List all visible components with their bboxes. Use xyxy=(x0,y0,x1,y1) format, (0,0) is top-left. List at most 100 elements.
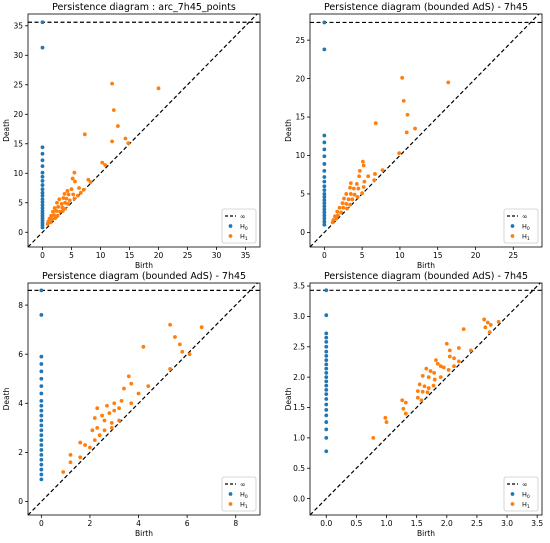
h1-point xyxy=(82,132,87,137)
x-tick-label: 0 xyxy=(40,251,45,260)
h0-point xyxy=(324,413,329,418)
h1-point xyxy=(72,170,77,175)
y-tick-label: 15 xyxy=(295,113,305,122)
h0-point xyxy=(39,452,44,457)
h1-point xyxy=(425,390,430,395)
h1-point xyxy=(384,420,389,424)
h1-point xyxy=(59,202,64,206)
diagonal-line xyxy=(28,283,259,515)
h1-point xyxy=(452,356,456,361)
h0-point xyxy=(322,168,327,173)
h1-point xyxy=(366,174,371,179)
h1-point xyxy=(336,213,340,218)
h1-point xyxy=(417,382,422,387)
h1-point xyxy=(45,222,50,226)
x-tick-label: 2.5 xyxy=(471,519,483,528)
h0-point xyxy=(322,175,327,179)
h1-point xyxy=(432,370,437,375)
h0-point xyxy=(40,187,45,192)
h1-point xyxy=(348,181,353,186)
y-tick-label: 3.0 xyxy=(293,312,305,321)
y-axis-label: Death xyxy=(2,119,11,142)
h1-point xyxy=(54,209,59,213)
h1-point xyxy=(488,323,493,327)
h1-point xyxy=(111,108,116,113)
h1-point xyxy=(360,191,365,196)
y-tick-label: 1.0 xyxy=(293,434,305,443)
h0-point xyxy=(39,354,44,359)
h1-point xyxy=(81,187,86,192)
h1-point xyxy=(468,348,473,353)
y-tick-label: 3.5 xyxy=(293,282,305,291)
h1-point xyxy=(119,398,124,403)
h1-point xyxy=(403,411,408,416)
x-tick-label: 10 xyxy=(395,251,405,260)
h1-point xyxy=(461,327,466,332)
axes-frame xyxy=(27,13,261,248)
x-tick-label: 15 xyxy=(433,251,443,260)
legend-inf-label: ∞ xyxy=(522,213,527,221)
h1-point xyxy=(447,354,452,359)
h1-point xyxy=(88,180,93,185)
h1-point xyxy=(48,220,53,225)
plot-area xyxy=(310,14,542,247)
x-tick-label: 5 xyxy=(360,251,365,260)
chart-panel-4: Persistence diagram (bounded AdS) - 7h45… xyxy=(284,271,543,538)
h0-point xyxy=(40,164,45,169)
h0-point xyxy=(324,402,329,407)
x-tick-label: 3.0 xyxy=(501,519,513,528)
x-axis-label: Birth xyxy=(417,261,435,270)
h1-point xyxy=(413,126,417,131)
h1-point xyxy=(71,192,76,197)
h1-point xyxy=(69,187,74,192)
x-tick-label: 4 xyxy=(136,519,141,528)
h1-point xyxy=(431,383,436,388)
h1-point xyxy=(75,193,80,198)
h1-point xyxy=(344,202,349,206)
h1-point xyxy=(63,200,68,205)
h1-point xyxy=(73,179,77,184)
h0-point xyxy=(39,403,44,408)
h1-point xyxy=(105,403,109,408)
h1-point xyxy=(64,196,69,201)
h0-point xyxy=(322,195,327,199)
h1-point xyxy=(354,182,359,186)
h0-point xyxy=(324,420,329,424)
h1-point xyxy=(65,189,70,193)
h1-point xyxy=(403,400,408,405)
x-tick-label: 25 xyxy=(183,251,193,260)
y-tick-label: 0.5 xyxy=(293,464,305,473)
h0-point xyxy=(322,207,327,212)
plot-area xyxy=(28,14,260,247)
h1-point xyxy=(383,415,388,420)
h1-point xyxy=(447,348,452,353)
h1-point xyxy=(434,358,438,363)
h1-point xyxy=(126,374,131,379)
h0-point xyxy=(39,398,44,403)
h1-point xyxy=(123,136,128,141)
h1-point xyxy=(100,413,104,418)
h0-point xyxy=(40,45,45,50)
h0-point xyxy=(324,387,329,392)
legend-h0-label: H0 xyxy=(240,223,248,233)
plot-area xyxy=(310,283,542,515)
h1-point xyxy=(88,445,92,450)
h1-point xyxy=(92,438,97,443)
h0-infinite-point xyxy=(40,20,45,25)
h0-point xyxy=(324,344,329,349)
y-axis-label: Death xyxy=(284,119,293,142)
h0-point xyxy=(39,448,44,452)
h1-point xyxy=(432,377,437,382)
h0-point xyxy=(322,204,327,209)
legend-inf-label: ∞ xyxy=(240,213,245,221)
legend-h0-label: H0 xyxy=(522,223,530,233)
h0-point xyxy=(324,392,329,397)
h1-point xyxy=(415,395,420,400)
h0-point xyxy=(39,408,44,413)
h1-point xyxy=(49,213,54,218)
h1-point xyxy=(426,386,431,390)
h0-point xyxy=(324,335,329,340)
h1-point xyxy=(345,206,349,211)
h1-point xyxy=(55,200,59,205)
